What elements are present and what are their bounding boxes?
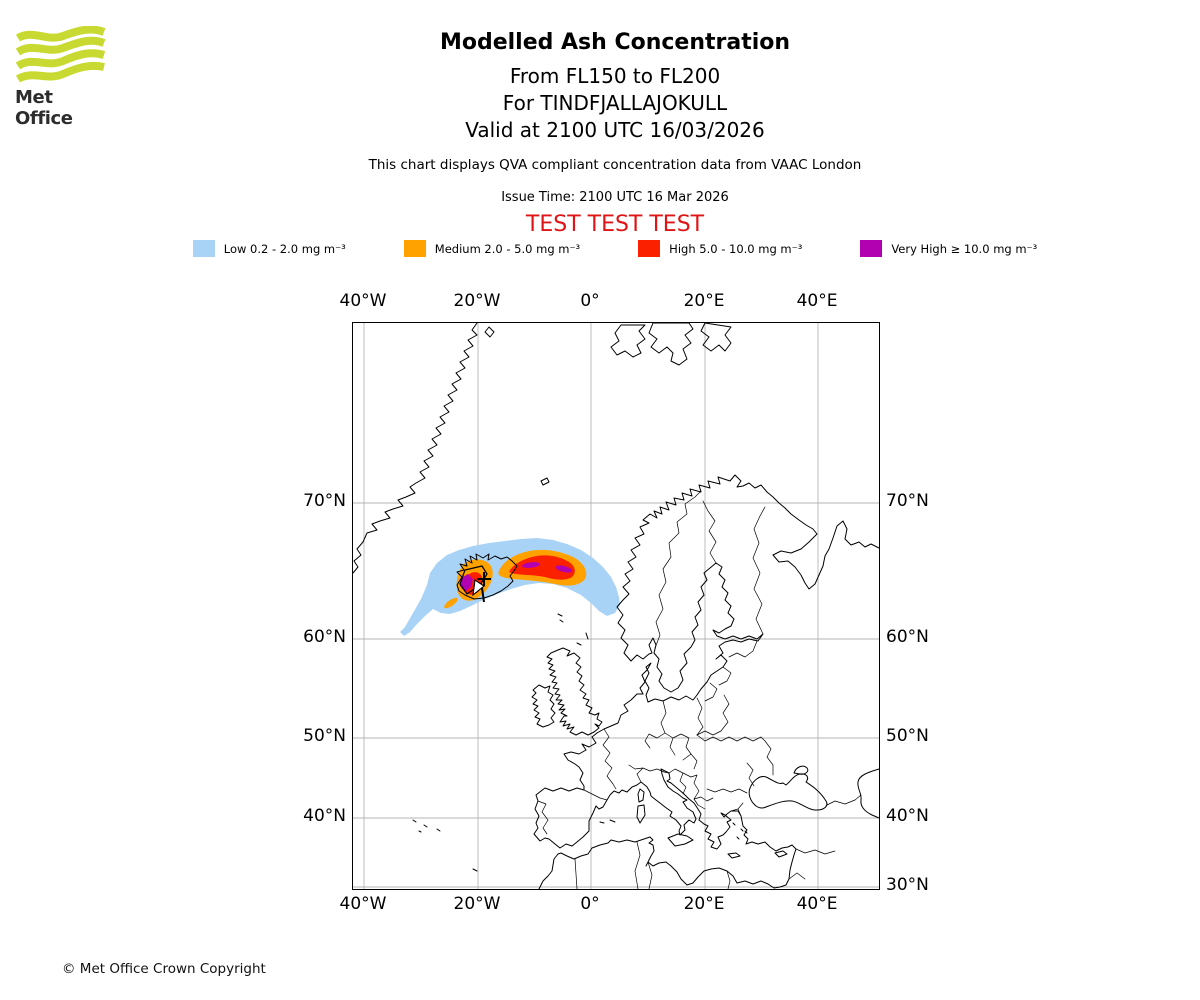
vaac-inner-triangle (472, 579, 485, 597)
lon-label-top-40w: 40°W (339, 291, 387, 311)
coast-caspian (857, 768, 880, 819)
medium-swatch-icon (403, 240, 426, 257)
lat-label-left-40n: 40°N (303, 806, 346, 826)
legend-item-very-high: Very High ≥ 10.0 mg m⁻³ (860, 240, 1037, 257)
legend-label-very-high: Very High ≥ 10.0 mg m⁻³ (891, 241, 1038, 256)
coast-ireland (531, 684, 556, 728)
subtitle-valid-time: Valid at 2100 UTC 16/03/2026 (465, 118, 765, 142)
coast-black-sea (748, 765, 828, 811)
page-title: Modelled Ash Concentration (439, 30, 791, 55)
plume-medium-sw-patch (444, 597, 458, 609)
country-borders (537, 490, 862, 890)
coast-great-britain (546, 647, 603, 736)
map-canvas (352, 322, 880, 890)
coast-europe-main (533, 562, 797, 890)
plume-low (400, 538, 620, 636)
coast-greenland-islet (484, 326, 495, 338)
concentration-legend: Low 0.2 - 2.0 mg m⁻³ Medium 2.0 - 5.0 mg… (30, 240, 1200, 257)
ash-plume-contours (400, 538, 620, 636)
coast-faroe-shetland (557, 613, 589, 646)
lat-label-right-30n: 30°N (886, 875, 929, 895)
coast-svalbard (610, 322, 732, 366)
subtitle-volcano: For TINDFJALLAJOKULL (502, 91, 728, 115)
lon-label-top-40e: 40°E (796, 291, 838, 311)
coast-scandinavia-barents (616, 474, 880, 662)
logo-wordmark: Met Office (15, 87, 73, 129)
met-office-logo: Met Office (15, 26, 115, 129)
crown-copyright: © Met Office Crown Copyright (62, 961, 266, 977)
subtitle-flight-levels: From FL150 to FL200 (509, 64, 721, 88)
lon-label-top-0: 0° (580, 291, 600, 311)
coast-iceland (456, 553, 518, 600)
plume-very-high-volcano (460, 574, 473, 592)
ash-map-svg (352, 322, 880, 890)
issue-time: Issue Time: 2100 UTC 16 Mar 2026 (501, 190, 729, 205)
coast-jan-mayen (540, 477, 550, 486)
high-swatch-icon (638, 240, 661, 257)
lon-label-bot-40w: 40°W (339, 894, 387, 914)
coast-med-islands (599, 788, 788, 859)
volcano-area (459, 565, 491, 603)
very-high-swatch-icon (860, 240, 883, 257)
lat-label-right-70n: 70°N (886, 491, 929, 511)
coast-atlantic-islands (412, 819, 478, 872)
lat-label-right-60n: 60°N (886, 627, 929, 647)
lon-label-top-20e: 20°E (683, 291, 725, 311)
qva-description: This chart displays QVA compliant concen… (368, 157, 862, 173)
lat-label-right-50n: 50°N (886, 726, 929, 746)
lat-label-left-60n: 60°N (303, 627, 346, 647)
legend-item-high: High 5.0 - 10.0 mg m⁻³ (638, 240, 802, 257)
legend-label-medium: Medium 2.0 - 5.0 mg m⁻³ (434, 241, 581, 256)
subtitle-block: From FL150 to FL200 For TINDFJALLAJOKULL… (30, 63, 1200, 144)
lat-label-left-50n: 50°N (303, 726, 346, 746)
test-banner: TEST TEST TEST (525, 212, 705, 237)
lat-label-right-40n: 40°N (886, 806, 929, 826)
plume-very-high-streak-1 (522, 562, 540, 568)
lon-label-bot-40e: 40°E (796, 894, 838, 914)
plume-high-east (509, 555, 575, 580)
legend-label-low: Low 0.2 - 2.0 mg m⁻³ (223, 241, 346, 256)
low-swatch-icon (192, 240, 215, 257)
lon-label-bot-0: 0° (580, 894, 600, 914)
lon-label-bot-20e: 20°E (683, 894, 725, 914)
legend-label-high: High 5.0 - 10.0 mg m⁻³ (669, 241, 803, 256)
legend-item-low: Low 0.2 - 2.0 mg m⁻³ (192, 240, 346, 257)
graticule (353, 323, 879, 889)
plume-very-high-streak-2 (555, 565, 573, 573)
lat-label-left-70n: 70°N (303, 491, 346, 511)
met-office-waves-icon (15, 26, 106, 83)
legend-item-medium: Medium 2.0 - 5.0 mg m⁻³ (403, 240, 581, 257)
lon-label-top-20w: 20°W (453, 291, 501, 311)
volcano-marker-icon (477, 572, 491, 603)
lon-label-bot-20w: 20°W (453, 894, 501, 914)
coast-greenland (352, 322, 478, 574)
